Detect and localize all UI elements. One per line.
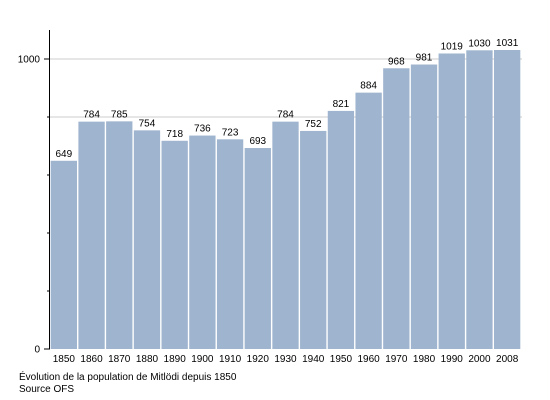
data-label-1890: 718 — [166, 129, 183, 140]
x-tick-label-1930: 1930 — [274, 354, 297, 365]
bar-1990 — [438, 53, 465, 350]
bar-1850 — [50, 160, 78, 349]
bar-1890 — [161, 140, 188, 349]
x-tick-label-2008: 2008 — [496, 354, 519, 365]
data-label-1870: 785 — [111, 109, 128, 120]
x-tick-label-1860: 1860 — [80, 354, 103, 365]
x-tick-label-1870: 1870 — [108, 354, 131, 365]
axes — [44, 30, 50, 350]
data-label-1880: 754 — [139, 118, 156, 129]
data-label-1950: 821 — [333, 99, 350, 110]
x-tick-label-1980: 1980 — [413, 354, 436, 365]
x-tick-label-2000: 2000 — [468, 354, 491, 365]
x-tick-label-1990: 1990 — [441, 354, 464, 365]
data-label-2000: 1030 — [468, 38, 491, 49]
chart-caption-title: Évolution de la population de Mitlödi de… — [19, 372, 237, 383]
bar-1880 — [133, 130, 161, 349]
chart-caption-source: Source OFS — [19, 384, 75, 395]
bar-1980 — [410, 64, 438, 349]
x-tick-label-1950: 1950 — [330, 354, 353, 365]
x-tick-label-1900: 1900 — [191, 354, 214, 365]
data-label-1980: 981 — [416, 53, 433, 64]
bar-1870 — [106, 121, 133, 349]
labels: 649 1850 784 1860 785 1870 754 1880 718 1890 736 19… — [18, 38, 519, 365]
data-label-1960: 884 — [360, 81, 377, 92]
bar-1960 — [355, 92, 382, 349]
bar-1950 — [327, 110, 355, 349]
x-tick-label-1960: 1960 — [357, 354, 380, 365]
data-label-1940: 752 — [305, 119, 322, 130]
y-tick-label-1000: 1000 — [18, 55, 41, 66]
data-label-1910: 723 — [222, 127, 239, 138]
data-label-1920: 693 — [249, 136, 266, 147]
data-label-1860: 784 — [83, 110, 100, 121]
bar-1920 — [244, 148, 271, 349]
bars — [50, 50, 521, 350]
bar-2000 — [466, 50, 493, 350]
x-tick-label-1920: 1920 — [247, 354, 270, 365]
bar-1940 — [300, 130, 327, 349]
data-label-1930: 784 — [277, 110, 294, 121]
x-tick-label-1940: 1940 — [302, 354, 325, 365]
x-tick-label-1880: 1880 — [136, 354, 159, 365]
data-label-1900: 736 — [194, 124, 211, 135]
x-tick-label-1910: 1910 — [219, 354, 242, 365]
bar-2008 — [493, 50, 521, 349]
x-tick-label-1970: 1970 — [385, 354, 408, 365]
bar-1930 — [272, 121, 299, 349]
y-tick-label-0: 0 — [34, 345, 40, 356]
bar-1900 — [189, 135, 216, 349]
data-label-1990: 1019 — [441, 41, 464, 52]
x-tick-label-1850: 1850 — [53, 354, 76, 365]
bar-1860 — [78, 121, 105, 349]
data-label-1970: 968 — [388, 56, 405, 67]
bar-1910 — [216, 139, 244, 349]
bar-1970 — [383, 68, 410, 349]
data-label-2008: 1031 — [496, 38, 519, 49]
data-label-1850: 649 — [56, 149, 73, 160]
x-tick-label-1890: 1890 — [164, 354, 187, 365]
